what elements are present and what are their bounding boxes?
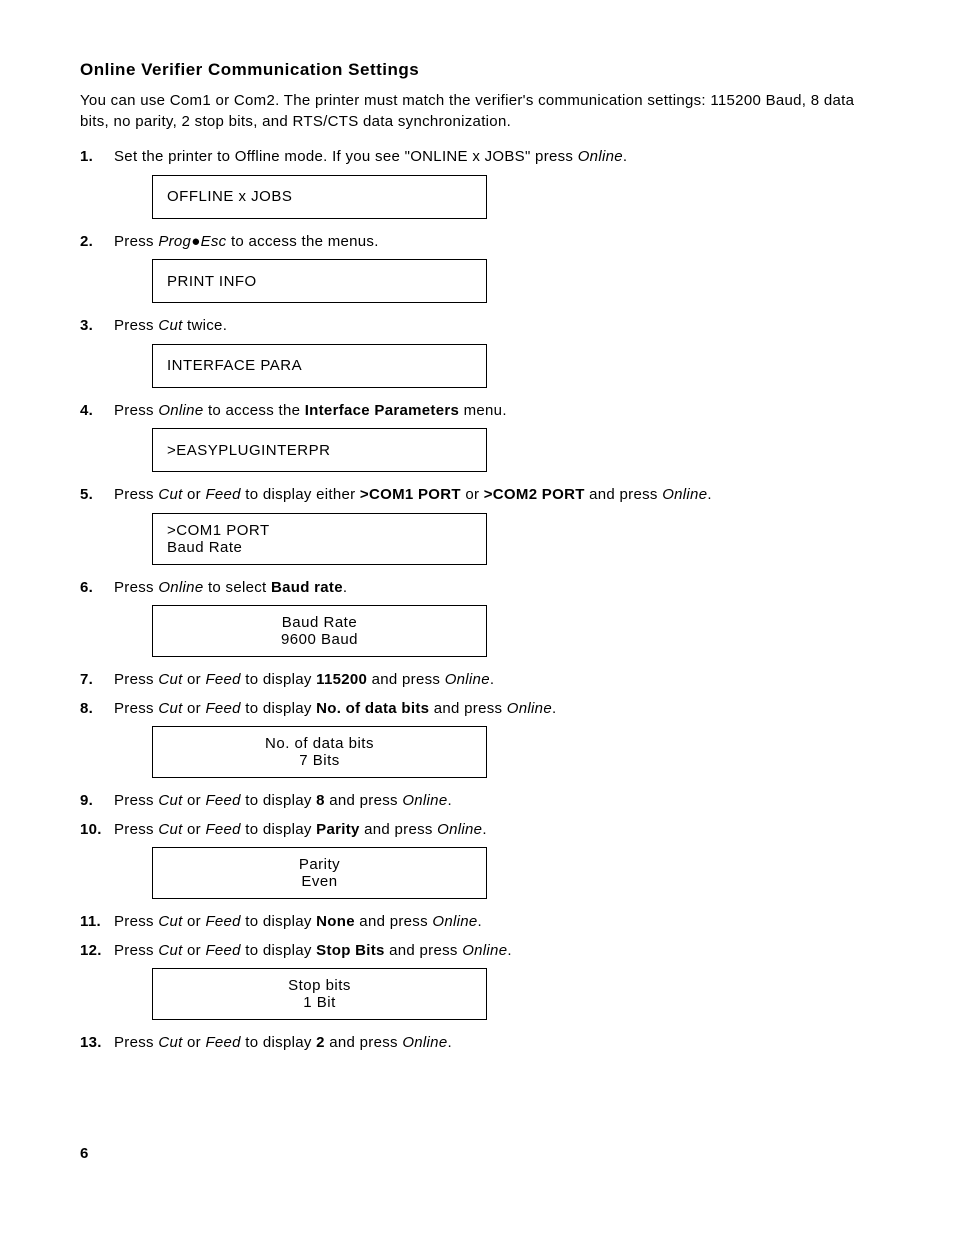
- step-number: 3.: [80, 315, 114, 338]
- step-12: 12. Press Cut or Feed to display Stop Bi…: [80, 940, 874, 963]
- step-13: 13. Press Cut or Feed to display 2 and p…: [80, 1032, 874, 1055]
- step-text: Press Cut or Feed to display 115200 and …: [114, 669, 874, 692]
- step-number: 6.: [80, 577, 114, 600]
- step-text: Press Prog●Esc to access the menus.: [114, 231, 874, 254]
- step-number: 1.: [80, 146, 114, 169]
- step-number: 2.: [80, 231, 114, 254]
- step-6: 6. Press Online to select Baud rate.: [80, 577, 874, 600]
- step-text: Press Cut or Feed to display 8 and press…: [114, 790, 874, 813]
- intro-text: You can use Com1 or Com2. The printer mu…: [80, 90, 874, 132]
- step-number: 4.: [80, 400, 114, 423]
- display-data-bits: No. of data bits 7 Bits: [152, 726, 487, 778]
- step-text: Press Cut twice.: [114, 315, 874, 338]
- step-8: 8. Press Cut or Feed to display No. of d…: [80, 698, 874, 721]
- step-number: 10.: [80, 819, 114, 842]
- display-baud-rate: Baud Rate 9600 Baud: [152, 605, 487, 657]
- step-number: 5.: [80, 484, 114, 507]
- step-11: 11. Press Cut or Feed to display None an…: [80, 911, 874, 934]
- step-1: 1. Set the printer to Offline mode. If y…: [80, 146, 874, 169]
- step-10: 10. Press Cut or Feed to display Parity …: [80, 819, 874, 842]
- step-9: 9. Press Cut or Feed to display 8 and pr…: [80, 790, 874, 813]
- step-3: 3. Press Cut twice.: [80, 315, 874, 338]
- step-text: Set the printer to Offline mode. If you …: [114, 146, 874, 169]
- display-com1-port: >COM1 PORT Baud Rate: [152, 513, 487, 565]
- step-5: 5. Press Cut or Feed to display either >…: [80, 484, 874, 507]
- step-number: 9.: [80, 790, 114, 813]
- step-number: 12.: [80, 940, 114, 963]
- display-print-info: PRINT INFO: [152, 259, 487, 303]
- step-number: 8.: [80, 698, 114, 721]
- display-offline: OFFLINE x JOBS: [152, 175, 487, 219]
- display-easyplug: >EASYPLUGINTERPR: [152, 428, 487, 472]
- step-text: Press Cut or Feed to display Stop Bits a…: [114, 940, 874, 963]
- display-interface-para: INTERFACE PARA: [152, 344, 487, 388]
- step-text: Press Cut or Feed to display None and pr…: [114, 911, 874, 934]
- section-title: Online Verifier Communication Settings: [80, 60, 874, 80]
- step-number: 7.: [80, 669, 114, 692]
- step-text: Press Cut or Feed to display Parity and …: [114, 819, 874, 842]
- display-parity: Parity Even: [152, 847, 487, 899]
- step-4: 4. Press Online to access the Interface …: [80, 400, 874, 423]
- page-number: 6: [80, 1145, 874, 1162]
- step-7: 7. Press Cut or Feed to display 115200 a…: [80, 669, 874, 692]
- step-2: 2. Press Prog●Esc to access the menus.: [80, 231, 874, 254]
- display-stop-bits: Stop bits 1 Bit: [152, 968, 487, 1020]
- step-text: Press Online to select Baud rate.: [114, 577, 874, 600]
- step-text: Press Online to access the Interface Par…: [114, 400, 874, 423]
- step-text: Press Cut or Feed to display No. of data…: [114, 698, 874, 721]
- step-text: Press Cut or Feed to display either >COM…: [114, 484, 874, 507]
- step-number: 13.: [80, 1032, 114, 1055]
- step-number: 11.: [80, 911, 114, 934]
- step-text: Press Cut or Feed to display 2 and press…: [114, 1032, 874, 1055]
